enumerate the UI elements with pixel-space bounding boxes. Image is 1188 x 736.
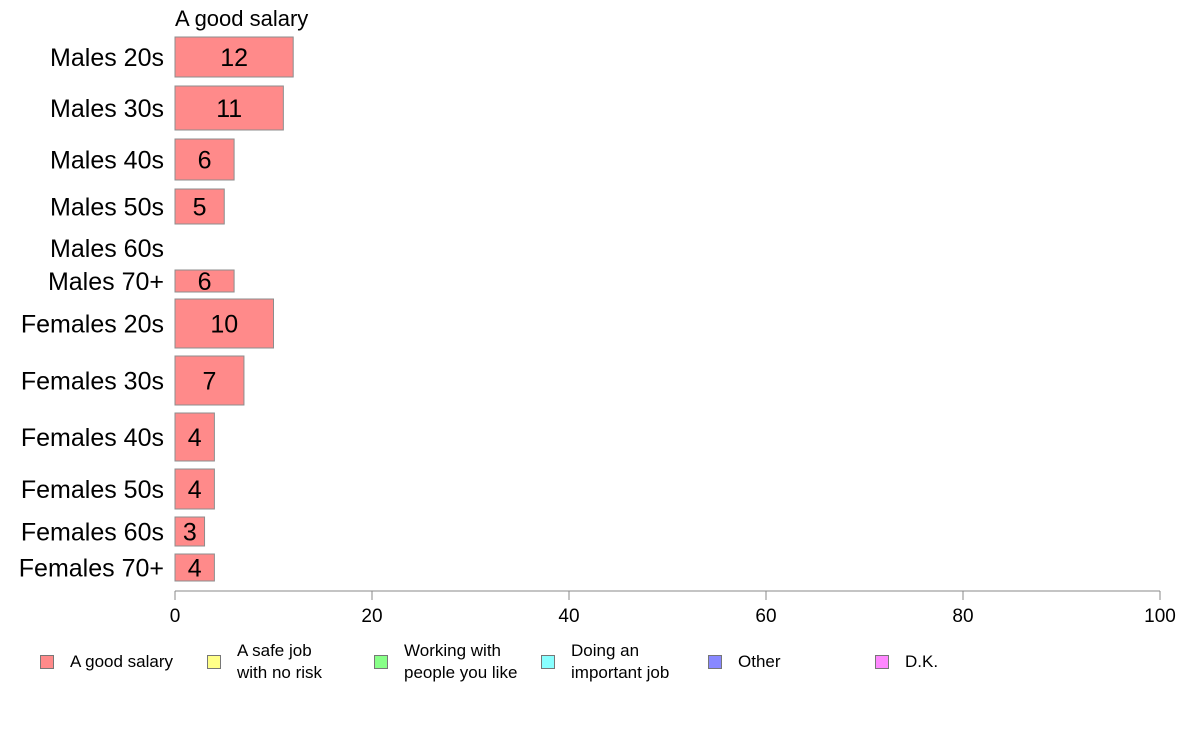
bar xyxy=(174,516,206,547)
x-tick-label: 40 xyxy=(558,606,579,627)
legend-item: Doing an important job xyxy=(541,640,669,684)
bar xyxy=(174,355,245,406)
data-label: 6 xyxy=(198,147,212,175)
legend-swatch xyxy=(40,655,54,669)
legend-label: Doing an important job xyxy=(571,641,670,682)
legend-label: Other xyxy=(738,652,781,671)
legend-item: Working with people you like xyxy=(374,640,517,684)
category-label: Males 30s xyxy=(50,95,164,123)
bar xyxy=(174,298,274,349)
x-tick-label: 20 xyxy=(361,606,382,627)
category-label: Females 70+ xyxy=(19,555,164,583)
category-label: Females 60s xyxy=(21,519,164,547)
data-label: 3 xyxy=(183,519,197,547)
category-label: Males 50s xyxy=(50,194,164,222)
legend-swatch xyxy=(541,655,555,669)
x-tick-label: 60 xyxy=(755,606,776,627)
data-label: 10 xyxy=(210,311,238,339)
category-label: Females 30s xyxy=(21,368,164,396)
x-axis: 0 20 40 60 80 100 xyxy=(170,590,1176,627)
y-axis-labels: Males 20s Males 30s Males 40s Males 50s Male… xyxy=(19,44,164,583)
bar xyxy=(174,138,235,181)
data-label: 12 xyxy=(220,44,248,72)
chart-title: A good salary xyxy=(175,6,308,31)
legend-swatch xyxy=(875,655,889,669)
legend-item: A safe job with no risk xyxy=(207,640,322,684)
bar xyxy=(174,412,215,462)
legend-label: A good salary xyxy=(70,652,174,671)
legend-swatch xyxy=(207,655,221,669)
legend-label: A safe job with no risk xyxy=(237,641,323,682)
legend-item: Other xyxy=(708,640,781,673)
data-label: 4 xyxy=(188,424,202,452)
data-label: 7 xyxy=(203,368,217,396)
data-label: 6 xyxy=(198,268,212,296)
legend: A good salary A safe job with no risk Work… xyxy=(0,640,1188,700)
bar xyxy=(174,36,294,78)
bar xyxy=(174,269,235,293)
x-tick-label: 0 xyxy=(170,606,181,627)
x-tick-label: 100 xyxy=(1144,606,1176,627)
legend-item: D.K. xyxy=(875,640,938,673)
category-label: Females 50s xyxy=(21,476,164,504)
bar xyxy=(174,188,225,225)
legend-swatch xyxy=(374,655,388,669)
data-label: 4 xyxy=(188,555,202,583)
category-label: Females 40s xyxy=(21,424,164,452)
legend-item: A good salary xyxy=(40,640,173,673)
bar xyxy=(174,553,215,582)
legend-swatch xyxy=(708,655,722,669)
data-label: 4 xyxy=(188,476,202,504)
x-tick-label: 80 xyxy=(952,606,973,627)
category-label: Males 40s xyxy=(50,147,164,175)
data-label: 5 xyxy=(193,194,207,222)
category-label: Males 20s xyxy=(50,44,164,72)
category-label: Males 60s xyxy=(50,235,164,263)
bar xyxy=(174,468,215,510)
category-label: Females 20s xyxy=(21,311,164,339)
category-label: Males 70+ xyxy=(48,268,164,296)
data-label: 11 xyxy=(216,95,242,123)
legend-label: Working with people you like xyxy=(404,641,518,682)
bar xyxy=(174,85,284,131)
legend-label: D.K. xyxy=(905,652,939,671)
